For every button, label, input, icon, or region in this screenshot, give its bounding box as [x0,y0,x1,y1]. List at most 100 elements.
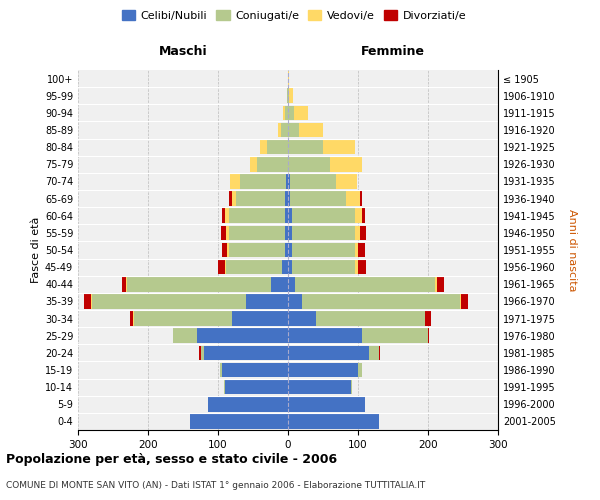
Bar [299,122,323,138]
Bar [288,192,290,206]
Bar [173,328,197,343]
Bar [91,294,92,308]
Bar [355,242,358,258]
Bar [288,72,289,86]
Bar [335,174,356,188]
Bar [257,157,288,172]
Bar [330,157,361,172]
Bar [355,226,360,240]
Bar [221,242,227,258]
Bar [204,346,288,360]
Bar [288,380,351,394]
Bar [292,226,355,240]
Bar [288,397,365,411]
Bar [230,174,241,188]
Bar [293,106,308,120]
Bar [221,362,288,378]
Bar [200,346,204,360]
Bar [428,328,430,343]
Bar [284,208,288,223]
Bar [83,294,91,308]
Bar [277,122,281,138]
Bar [290,192,346,206]
Bar [197,328,288,343]
Bar [316,312,425,326]
Bar [461,294,468,308]
Bar [355,260,358,274]
Bar [287,88,288,103]
Text: Femmine: Femmine [361,45,425,58]
Bar [283,260,288,274]
Bar [250,157,257,172]
Bar [302,294,460,308]
Bar [260,140,267,154]
Bar [358,260,367,274]
Text: COMUNE DI MONTE SAN VITO (AN) - Dati ISTAT 1° gennaio 2006 - Elaborazione TUTTIT: COMUNE DI MONTE SAN VITO (AN) - Dati IST… [6,481,425,490]
Bar [346,192,360,206]
Bar [271,277,288,291]
Bar [229,226,284,240]
Bar [361,208,365,223]
Bar [286,174,288,188]
Bar [288,122,299,138]
Bar [284,226,288,240]
Bar [225,380,288,394]
Bar [225,260,226,274]
Bar [379,346,380,360]
Bar [292,208,355,223]
Bar [288,328,361,343]
Bar [295,277,435,291]
Bar [355,208,361,223]
Bar [288,260,292,274]
Bar [368,346,379,360]
Text: Popolazione per età, sesso e stato civile - 2006: Popolazione per età, sesso e stato civil… [6,452,337,466]
Bar [122,277,125,291]
Bar [229,208,284,223]
Bar [226,226,229,240]
Bar [199,346,200,360]
Bar [224,380,225,394]
Text: Maschi: Maschi [158,45,208,58]
Bar [229,242,284,258]
Bar [288,157,330,172]
Bar [125,277,127,291]
Bar [361,328,428,343]
Bar [288,106,293,120]
Bar [288,294,302,308]
Bar [288,362,358,378]
Bar [221,208,225,223]
Bar [284,242,288,258]
Bar [246,294,288,308]
Bar [351,380,352,394]
Bar [290,174,335,188]
Bar [288,140,323,154]
Bar [220,362,221,378]
Bar [284,106,288,120]
Bar [288,242,292,258]
Bar [323,140,355,154]
Bar [281,122,288,138]
Bar [292,242,355,258]
Bar [292,260,355,274]
Bar [288,277,295,291]
Bar [134,312,232,326]
Bar [232,192,235,206]
Bar [190,414,288,428]
Bar [92,294,246,308]
Bar [227,242,229,258]
Bar [289,88,293,103]
Y-axis label: Fasce di età: Fasce di età [31,217,41,283]
Bar [133,312,134,326]
Bar [288,312,316,326]
Bar [288,88,289,103]
Bar [288,174,290,188]
Bar [288,226,292,240]
Bar [283,106,284,120]
Bar [437,277,444,291]
Y-axis label: Anni di nascita: Anni di nascita [567,209,577,291]
Bar [218,260,225,274]
Bar [130,312,133,326]
Bar [232,312,288,326]
Bar [241,174,286,188]
Bar [360,192,362,206]
